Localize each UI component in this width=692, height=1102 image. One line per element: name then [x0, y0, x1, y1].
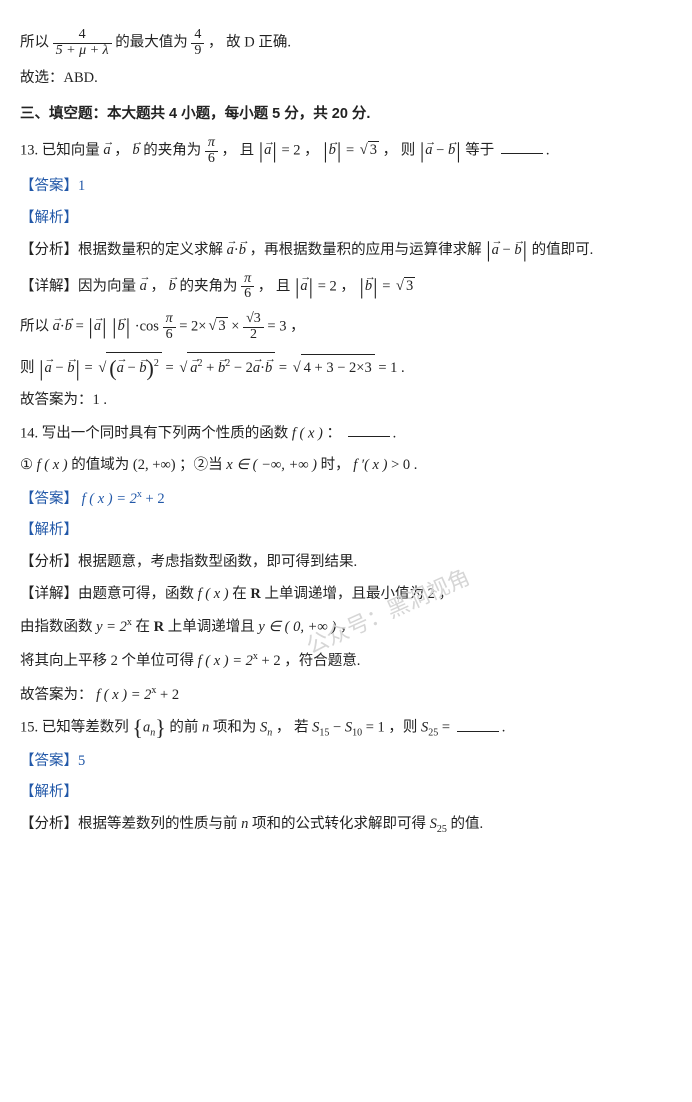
q13-so: 所以 a·b = |a| |b| ·cos π 6 = 2×3 × √3 2 =…	[20, 312, 672, 342]
q14: 14. 写出一个同时具有下列两个性质的函数 f ( x ) ： .	[20, 422, 672, 445]
vec-a: a	[103, 140, 110, 162]
sqrt3: 3	[358, 140, 379, 162]
vec-b: b	[132, 140, 139, 162]
q15: 15. 已知等差数列 {an} 的前 n 项和为 Sn ， 若 S15 − S1…	[20, 716, 672, 740]
q13-fenxi: 【分析】根据数量积的定义求解 a·b ，再根据数量积的应用与运算律求解 |a −…	[20, 240, 672, 262]
choice-abd: 故选：ABD.	[20, 68, 672, 90]
text: ， 故 D 正确.	[208, 35, 291, 51]
text: 的最大值为	[115, 35, 188, 51]
watermark: 公众号：黑洞视角	[301, 561, 475, 663]
blank	[348, 422, 390, 438]
q14-fenxi: 【分析】根据题意，考虑指数型函数，即可得到结果.	[20, 552, 672, 574]
q14-xiangjie: 【详解】由题意可得，函数 f ( x ) 在 R 上单调递增，且最小值为 2 ，	[20, 584, 672, 606]
answer-13: 【答案】1	[20, 176, 672, 198]
q14-l2: 由指数函数 y = 2x 在 R 上单调递增且 y ∈ ( 0, +∞ ) ，	[20, 615, 672, 639]
frac-pi-6: π 6	[205, 136, 218, 166]
q13-ze: 则 |a − b| = (a − b)2 = a2 + b2 − 2a·b = …	[20, 352, 672, 380]
q14-l3: 将其向上平移 2 个单位可得 f ( x ) = 2x + 2 ，符合题意.	[20, 649, 672, 673]
frac-4-9: 4 9	[191, 28, 204, 58]
q15-fenxi: 【分析】根据等差数列的性质与前 n 项和的公式转化求解即可得 S25 的值.	[20, 814, 672, 837]
answer-15: 【答案】5	[20, 751, 672, 773]
blank	[501, 139, 543, 155]
jiexi-13: 【解析】	[20, 208, 672, 230]
q13: 13. 已知向量 a ， b 的夹角为 π 6 ， 且 |a| = 2 ， |b…	[20, 136, 672, 166]
jiexi-14: 【解析】	[20, 520, 672, 542]
q14-props: ① f ( x ) 的值域为 (2, +∞) ；②当 x ∈ ( −∞, +∞ …	[20, 455, 672, 477]
q13-final: 故答案为：1 .	[20, 390, 672, 412]
line-so-max: 所以 4 5 + μ + λ 的最大值为 4 9 ， 故 D 正确.	[20, 28, 672, 58]
frac-4-over: 4 5 + μ + λ	[53, 28, 112, 58]
text: 所以	[20, 35, 49, 51]
q13-xiangjie: 【详解】因为向量 a ， b 的夹角为 π 6 ， 且 |a| = 2 ， |b…	[20, 272, 672, 302]
q14-final: 故答案为： f ( x ) = 2x + 2	[20, 683, 672, 707]
answer-14: 【答案】 f ( x ) = 2x + 2	[20, 487, 672, 511]
blank	[457, 716, 499, 732]
jiexi-15: 【解析】	[20, 782, 672, 804]
section-3-header: 三、填空题：本大题共 4 小题，每小题 5 分，共 20 分.	[20, 104, 672, 126]
